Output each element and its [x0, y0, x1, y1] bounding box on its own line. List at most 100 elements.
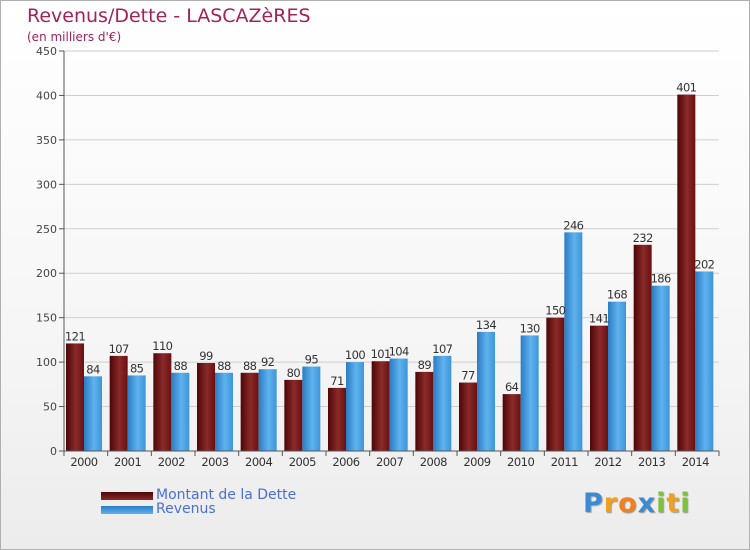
proxiti-logo: Proxiti	[583, 488, 691, 519]
data-label-revenus-2009: 134	[476, 318, 496, 332]
bar-revenus-2002	[171, 372, 190, 451]
data-label-revenus-2003: 88	[217, 359, 231, 373]
data-label-revenus-2005: 95	[305, 353, 319, 367]
bar-debt-2009	[459, 382, 477, 451]
x-tick-label-2014: 2014	[682, 455, 709, 469]
bar-revenus-2010	[520, 335, 539, 451]
y-tick-label-450: 450	[36, 45, 57, 58]
data-label-debt-2007: 101	[371, 347, 391, 361]
x-tick-label-2010: 2010	[507, 455, 534, 469]
logo-letter: t	[666, 488, 681, 519]
data-label-debt-2004: 88	[243, 359, 257, 373]
legend-label-debt: Montant de la Dette	[156, 487, 297, 503]
bar-revenus-2003	[215, 372, 233, 451]
bar-debt-2008	[415, 371, 434, 451]
logo-letter: P	[583, 488, 604, 519]
data-label-debt-2003: 99	[199, 349, 213, 363]
legend-swatch-revenus	[101, 506, 153, 514]
logo-letter: r	[603, 488, 619, 519]
logo-letter: o	[618, 488, 638, 519]
y-tick-label-350: 350	[36, 134, 57, 147]
bar-debt-2014	[677, 94, 696, 452]
logo-letter: i	[680, 488, 691, 519]
bar-debt-2010	[502, 394, 521, 451]
data-label-debt-2006: 71	[330, 374, 344, 388]
x-tick-label-2003: 2003	[201, 455, 228, 469]
bar-revenus-2014	[695, 271, 714, 451]
bar-revenus-2013	[651, 285, 670, 451]
x-tick-label-2011: 2011	[551, 455, 578, 469]
data-label-revenus-2013: 186	[651, 272, 671, 286]
bars	[66, 94, 714, 452]
x-tick-label-2013: 2013	[638, 455, 665, 469]
data-label-revenus-2012: 168	[607, 288, 627, 302]
axes: 0 50 100 150 200 250 300 350 400 450 2000 2001 2002 2…	[36, 45, 720, 469]
data-label-revenus-2004: 92	[261, 355, 275, 369]
x-tick-label-2000: 2000	[70, 455, 97, 469]
data-label-debt-2010: 64	[505, 380, 519, 394]
data-label-debt-2000: 121	[65, 329, 85, 343]
data-label-revenus-2001: 85	[130, 361, 144, 375]
data-label-revenus-2002: 88	[174, 359, 188, 373]
y-tick-label-0: 0	[50, 445, 57, 458]
data-label-debt-2013: 232	[633, 231, 653, 245]
x-tick-label-2006: 2006	[332, 455, 359, 469]
data-label-debt-2009: 77	[461, 369, 475, 383]
data-label-revenus-2011: 246	[563, 218, 583, 232]
bar-revenus-2007	[389, 358, 408, 451]
legend-label-revenus: Revenus	[156, 501, 216, 517]
logo-letter: i	[656, 488, 667, 519]
y-tick-label-100: 100	[36, 356, 57, 369]
bar-debt-2002	[153, 353, 172, 451]
bar-debt-2011	[546, 317, 565, 451]
x-tick-label-2004: 2004	[245, 455, 272, 469]
chart-subtitle: (en milliers d'€)	[27, 30, 122, 44]
x-tick-label-2005: 2005	[289, 455, 316, 469]
legend-swatch-debt	[101, 492, 153, 500]
data-label-revenus-2010: 130	[520, 321, 540, 335]
data-label-debt-2012: 141	[589, 312, 609, 326]
bar-revenus-2009	[477, 331, 495, 451]
x-tick-label-2001: 2001	[114, 455, 141, 469]
bar-debt-2003	[197, 363, 215, 451]
bar-debt-2012	[590, 325, 608, 451]
bar-debt-2013	[633, 244, 652, 451]
y-tick-label-400: 400	[36, 89, 57, 102]
bar-debt-2007	[371, 361, 390, 451]
bar-revenus-2006	[346, 362, 364, 451]
y-tick-label-50: 50	[43, 401, 57, 414]
data-label-revenus-2006: 100	[345, 348, 365, 362]
bar-debt-2005	[284, 379, 303, 451]
x-tick-label-2002: 2002	[158, 455, 185, 469]
bar-debt-2000	[66, 343, 84, 451]
bar-revenus-2000	[84, 376, 102, 451]
bar-revenus-2001	[127, 375, 146, 451]
y-tick-label-200: 200	[36, 267, 57, 280]
data-label-debt-2001: 107	[109, 342, 129, 356]
bar-debt-2006	[328, 387, 346, 451]
x-tick-label-2012: 2012	[594, 455, 621, 469]
logo-letter: x	[637, 488, 657, 519]
data-label-debt-2002: 110	[152, 339, 172, 353]
chart-title: Revenus/Dette - LASCAZèRES	[27, 5, 311, 27]
x-tick-label-2007: 2007	[376, 455, 403, 469]
data-label-debt-2005: 80	[287, 366, 301, 380]
bar-debt-2001	[109, 355, 128, 451]
data-label-revenus-2014: 202	[694, 257, 714, 271]
bar-revenus-2012	[608, 301, 626, 451]
bar-revenus-2004	[258, 369, 277, 451]
data-label-debt-2008: 89	[418, 358, 432, 372]
x-tick-label-2009: 2009	[463, 455, 490, 469]
data-label-revenus-2007: 104	[389, 345, 409, 359]
data-label-debt-2014: 401	[676, 81, 696, 95]
bar-revenus-2005	[302, 366, 321, 451]
data-label-revenus-2008: 107	[432, 342, 452, 356]
y-tick-label-300: 300	[36, 178, 57, 191]
bar-revenus-2011	[564, 232, 583, 451]
y-tick-label-150: 150	[36, 312, 57, 325]
y-tick-label-250: 250	[36, 223, 57, 236]
data-label-revenus-2000: 84	[86, 362, 100, 376]
bar-debt-2004	[240, 372, 259, 451]
